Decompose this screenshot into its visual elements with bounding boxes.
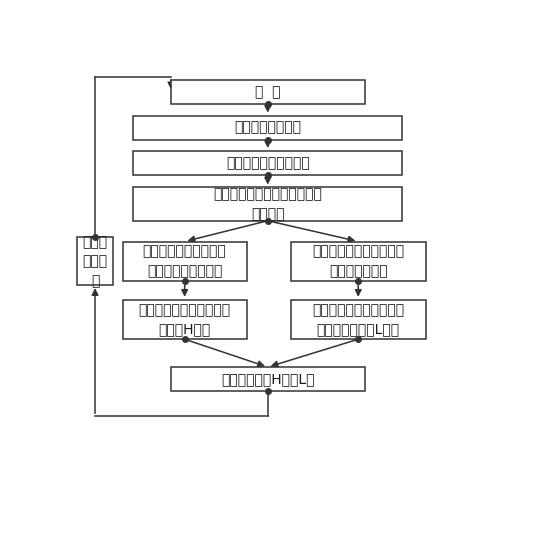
Text: 分别测量仪器至轨道顶
面、站台边缘的高度: 分别测量仪器至轨道顶 面、站台边缘的高度	[143, 245, 226, 278]
FancyBboxPatch shape	[171, 80, 364, 104]
FancyBboxPatch shape	[123, 241, 247, 281]
Text: 打开电源，激光测距装置进入
工作状态: 打开电源，激光测距装置进入 工作状态	[213, 187, 322, 221]
FancyBboxPatch shape	[123, 300, 247, 339]
FancyBboxPatch shape	[291, 300, 426, 339]
Text: 开  始: 开 始	[255, 85, 281, 99]
FancyBboxPatch shape	[171, 367, 364, 391]
Text: 测量仪器至轨道侧面和站
台边缘水平距离: 测量仪器至轨道侧面和站 台边缘水平距离	[312, 245, 405, 278]
FancyBboxPatch shape	[133, 151, 402, 175]
Text: 安全线外放置测量工具: 安全线外放置测量工具	[226, 156, 310, 170]
Text: 计算出轨顶与站台面的高
度差（H值）: 计算出轨顶与站台面的高 度差（H值）	[138, 303, 231, 336]
FancyBboxPatch shape	[77, 238, 113, 285]
FancyBboxPatch shape	[291, 241, 426, 281]
Text: 自量激光测距装置: 自量激光测距装置	[234, 120, 301, 134]
Text: 计算股道中心线至站台边
缘的水平距离（L值）: 计算股道中心线至站台边 缘的水平距离（L值）	[312, 303, 405, 336]
Text: 记录测量数据H值和L值: 记录测量数据H值和L值	[221, 372, 314, 386]
FancyBboxPatch shape	[133, 116, 402, 140]
FancyBboxPatch shape	[133, 187, 402, 221]
Text: 移动至
下一测
点: 移动至 下一测 点	[83, 235, 108, 288]
